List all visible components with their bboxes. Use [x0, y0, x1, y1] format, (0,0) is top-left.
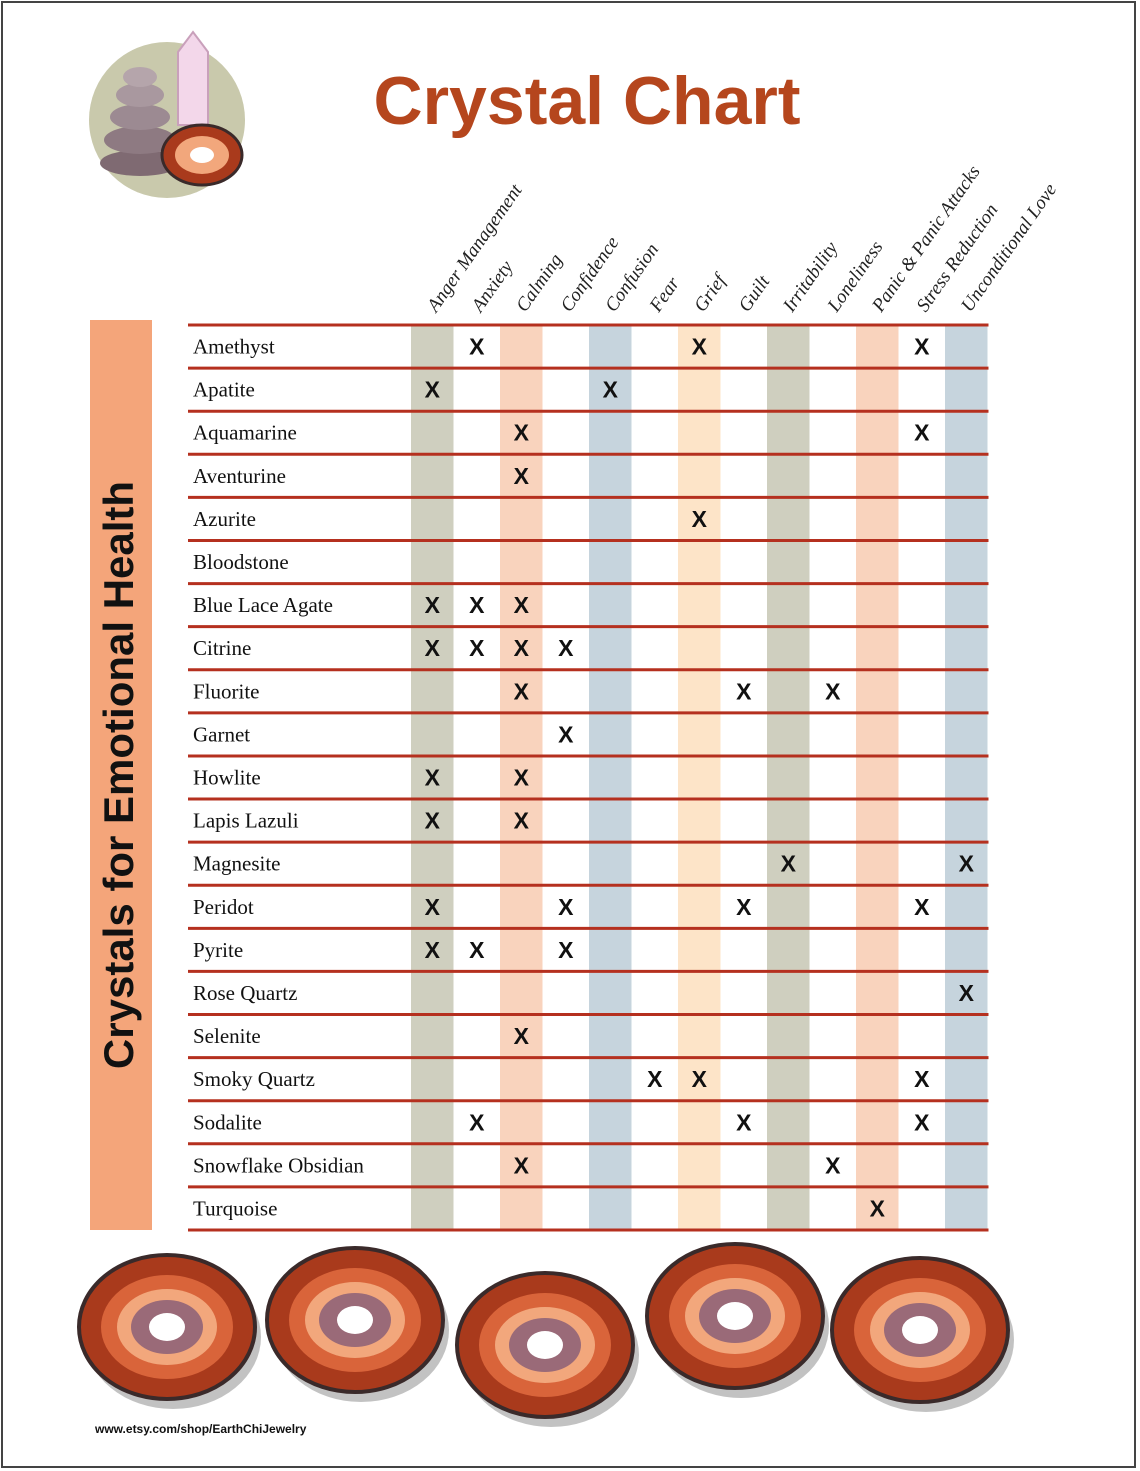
crystal-name: Selenite	[193, 1024, 261, 1048]
column-shade	[767, 325, 810, 1230]
side-label: Crystals for Emotional Health	[95, 481, 142, 1069]
logo-icon	[89, 30, 245, 198]
mark-x: X	[647, 1066, 663, 1092]
mark-x: X	[692, 506, 708, 532]
mark-x: X	[914, 420, 930, 446]
crystal-name: Turquoise	[193, 1196, 277, 1220]
mark-x: X	[603, 377, 619, 403]
column-shade	[945, 325, 988, 1230]
mark-x: X	[558, 721, 574, 747]
mark-x: X	[514, 635, 530, 661]
mark-x: X	[736, 678, 752, 704]
crystal-name: Aquamarine	[193, 421, 297, 445]
mark-x: X	[736, 1109, 752, 1135]
mark-x: X	[959, 851, 975, 877]
mark-x: X	[514, 592, 530, 618]
crystal-name: Howlite	[193, 766, 261, 790]
crystal-name: Apatite	[193, 378, 255, 402]
mark-x: X	[736, 894, 752, 920]
mark-x: X	[425, 894, 441, 920]
column-shade	[856, 325, 899, 1230]
crystal-name: Azurite	[193, 507, 256, 531]
crystal-name: Rose Quartz	[193, 981, 297, 1005]
crystal-name: Smoky Quartz	[193, 1067, 315, 1091]
crystal-name: Pyrite	[193, 938, 243, 962]
mark-x: X	[514, 765, 530, 791]
crystal-name: Peridot	[193, 895, 254, 919]
crystal-name: Aventurine	[193, 464, 286, 488]
side-label-bar	[90, 320, 152, 1230]
mark-x: X	[514, 678, 530, 704]
column-shade	[589, 325, 632, 1230]
mark-x: X	[514, 463, 530, 489]
crystal-name: Blue Lace Agate	[193, 593, 333, 617]
crystal-name: Fluorite	[193, 679, 260, 703]
mark-x: X	[914, 894, 930, 920]
column-shade	[500, 325, 543, 1230]
mark-x: X	[959, 980, 975, 1006]
crystal-name: Snowflake Obsidian	[193, 1153, 364, 1177]
footer-url: www.etsy.com/shop/EarthChiJewelry	[94, 1422, 307, 1436]
mark-x: X	[914, 334, 930, 360]
mark-x: X	[514, 808, 530, 834]
mark-x: X	[469, 1109, 485, 1135]
crystal-name: Amethyst	[193, 335, 275, 359]
mark-x: X	[914, 1066, 930, 1092]
mark-x: X	[870, 1195, 886, 1221]
column-shade	[678, 325, 721, 1230]
mark-x: X	[425, 808, 441, 834]
mark-x: X	[825, 1152, 841, 1178]
mark-x: X	[781, 851, 797, 877]
mark-x: X	[558, 894, 574, 920]
mark-x: X	[692, 334, 708, 360]
title: Crystal Chart	[373, 63, 800, 139]
mark-x: X	[692, 1066, 708, 1092]
mark-x: X	[425, 635, 441, 661]
mark-x: X	[469, 592, 485, 618]
mark-x: X	[425, 592, 441, 618]
crystal-name: Sodalite	[193, 1110, 262, 1134]
mark-x: X	[425, 377, 441, 403]
crystal-name: Citrine	[193, 636, 251, 660]
crystal-name: Bloodstone	[193, 550, 289, 574]
mark-x: X	[514, 1023, 530, 1049]
crystal-name: Magnesite	[193, 852, 280, 876]
mark-x: X	[825, 678, 841, 704]
mark-x: X	[425, 937, 441, 963]
mark-x: X	[469, 937, 485, 963]
mark-x: X	[514, 1152, 530, 1178]
mark-x: X	[914, 1109, 930, 1135]
mark-x: X	[469, 334, 485, 360]
crystal-name: Garnet	[193, 722, 250, 746]
mark-x: X	[558, 635, 574, 661]
mark-x: X	[469, 635, 485, 661]
mark-x: X	[558, 937, 574, 963]
mark-x: X	[514, 420, 530, 446]
crystal-name: Lapis Lazuli	[193, 809, 299, 833]
column-shade	[411, 325, 454, 1230]
mark-x: X	[425, 765, 441, 791]
